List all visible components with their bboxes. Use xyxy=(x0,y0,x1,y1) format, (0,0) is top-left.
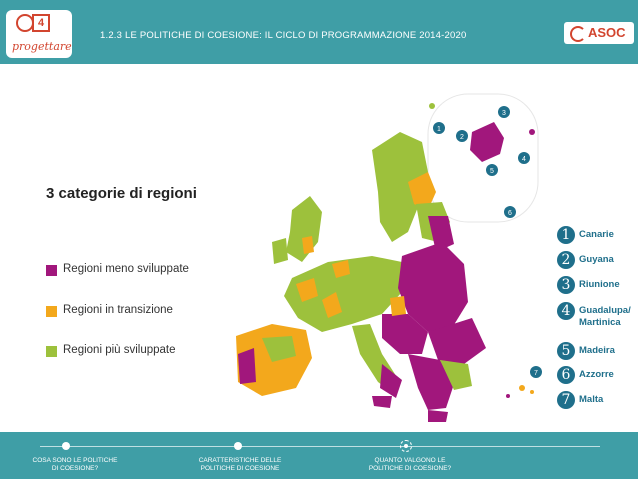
outermost-label: Madeira xyxy=(579,345,615,356)
footer-link-quanto-valgono[interactable]: QUANTO VALGONO LE POLITICHE DI COESIONE? xyxy=(368,457,452,472)
footer-step-dot-1[interactable] xyxy=(62,442,70,450)
outermost-label: Guadalupa/ Martinica xyxy=(579,305,631,328)
legend-swatch-purple xyxy=(46,265,57,276)
legend-swatch-green xyxy=(46,346,57,357)
number-badge: 4 xyxy=(557,302,575,320)
footer-step-dot-2[interactable] xyxy=(234,442,242,450)
outermost-label: Riunione xyxy=(579,279,620,290)
europe-regions-map: 1 2 3 4 5 6 7 xyxy=(236,93,542,422)
number-badge: 6 xyxy=(557,366,575,384)
malta-marker-icon xyxy=(530,366,542,378)
legend-label: Regioni meno sviluppate xyxy=(63,263,189,275)
number-badge: 5 xyxy=(557,342,575,360)
footer-nav: COSA SONO LE POLITICHE DI COESIONE? CARA… xyxy=(0,432,638,479)
outermost-label: Azzorre xyxy=(579,369,614,380)
number-badge: 1 xyxy=(557,226,575,244)
outermost-label: Canarie xyxy=(579,229,614,240)
outermost-label: Guyana xyxy=(579,254,614,265)
svg-text:1: 1 xyxy=(437,126,441,133)
footer-progress-line xyxy=(40,446,600,447)
page-title: 1.2.3 LE POLITICHE DI COESIONE: IL CICLO… xyxy=(100,30,467,41)
footer-link-cosa-sono[interactable]: COSA SONO LE POLITICHE DI COESIONE? xyxy=(32,457,118,472)
svg-text:7: 7 xyxy=(534,370,538,377)
section-heading: 3 categorie di regioni xyxy=(46,185,197,202)
asoc-mark-icon xyxy=(570,26,586,42)
header-bar: 4 progettare 1.2.3 LE POLITICHE DI COESI… xyxy=(0,0,638,64)
progettare-logo[interactable]: 4 progettare xyxy=(6,10,72,58)
outermost-label: Malta xyxy=(579,394,604,405)
legend-label: Regioni in transizione xyxy=(63,304,173,316)
svg-text:6: 6 xyxy=(508,210,512,217)
svg-text:4: 4 xyxy=(522,156,526,163)
logo-left-text: progettare xyxy=(12,40,72,53)
footer-step-dot-current[interactable] xyxy=(400,440,412,452)
legend-label: Regioni più sviluppate xyxy=(63,344,176,356)
number-badge: 7 xyxy=(557,391,575,409)
number-badge: 2 xyxy=(557,251,575,269)
number-badge: 3 xyxy=(557,276,575,294)
asoc-logo[interactable]: ASOC xyxy=(564,22,634,44)
legend-swatch-orange xyxy=(46,306,57,317)
logo-square-icon: 4 xyxy=(32,14,50,32)
footer-link-caratteristiche[interactable]: CARATTERISTICHE DELLE POLITICHE DI COESI… xyxy=(198,457,282,472)
asoc-logo-text: ASOC xyxy=(588,25,626,40)
svg-text:3: 3 xyxy=(502,110,506,117)
svg-text:5: 5 xyxy=(490,168,494,175)
svg-text:2: 2 xyxy=(460,134,464,141)
outermost-regions-inset: 1 2 3 4 5 6 xyxy=(427,93,539,223)
